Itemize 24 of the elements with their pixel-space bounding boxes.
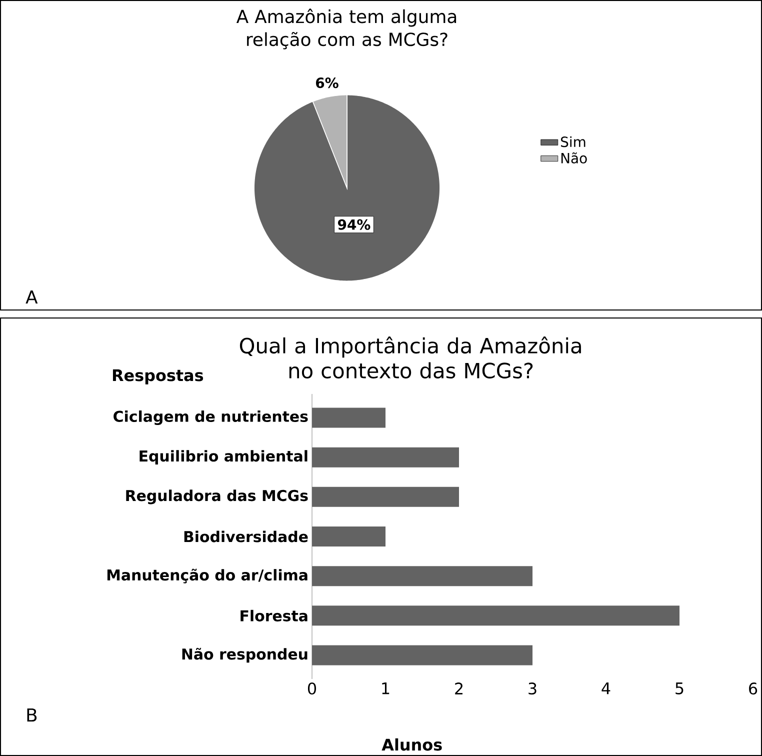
- x-axis-title: Alunos: [382, 738, 442, 751]
- x-tick-label: 5: [676, 682, 684, 694]
- y-tick-label: Manutenção do ar/clima: [107, 568, 308, 584]
- text: A: [26, 290, 38, 304]
- x-tick-label: 0: [308, 682, 316, 695]
- legend-label: Sim: [560, 136, 586, 148]
- y-tick-label: Floresta: [240, 610, 308, 622]
- legend-label: Não: [561, 152, 587, 164]
- x-tick-label: 1: [382, 682, 390, 694]
- text: B: [27, 708, 37, 722]
- y-tick-label: Reguladora das MCGs: [126, 490, 308, 504]
- y-tick-label: Equilibrio ambiental: [140, 450, 308, 465]
- x-tick-label: 6: [749, 682, 758, 695]
- data-label: 6%: [316, 78, 338, 88]
- data-label: 94%: [338, 219, 370, 230]
- y-tick-label: Biodiversidade: [184, 530, 308, 542]
- y-axis-title: Respostas: [112, 369, 204, 384]
- x-tick-label: 4: [602, 682, 610, 694]
- x-tick-label: 2: [455, 682, 462, 694]
- y-tick-label: Não respondeu: [182, 648, 308, 663]
- x-tick-label: 3: [528, 682, 536, 695]
- chart-title: A Amazônia tem alguma relação com as MCGs?: [236, 8, 456, 50]
- y-tick-label: Ciclagem de nutrientes: [114, 410, 308, 426]
- chart-title: Qual a Importância da Amazônia no contexto das MCGs?: [240, 336, 581, 378]
